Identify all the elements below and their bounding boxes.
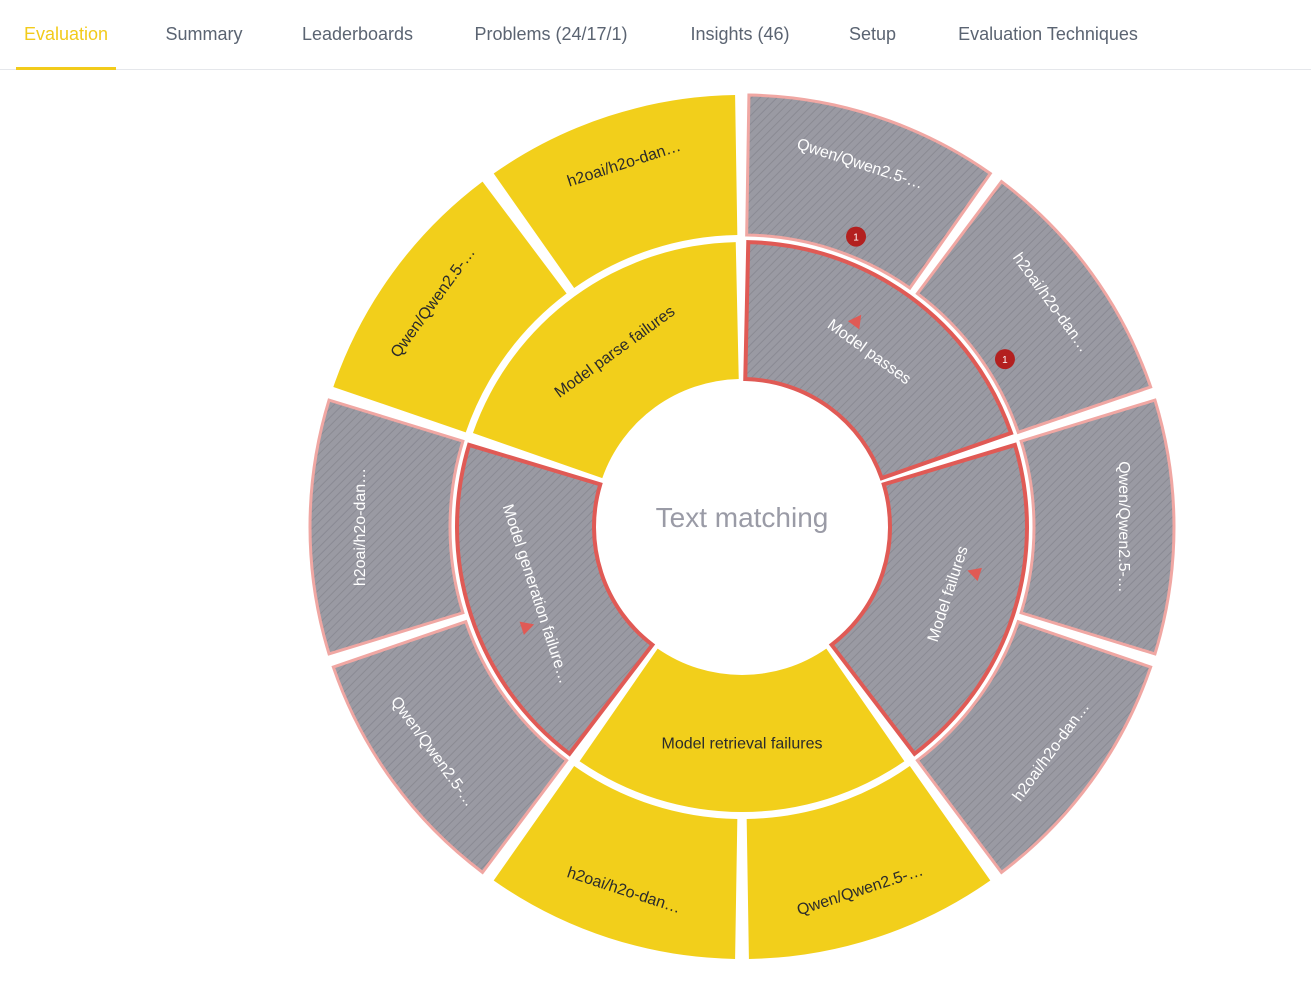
tab-bar: Evaluation Summary Leaderboards Problems… [0, 0, 1311, 70]
inner-segment[interactable] [743, 240, 1014, 481]
outer-segment[interactable] [746, 765, 991, 959]
tab-evaluation[interactable]: Evaluation [16, 0, 116, 70]
inner-segment[interactable] [828, 442, 1029, 757]
chart-center-title: Text matching [656, 502, 829, 533]
warning-icon [967, 567, 982, 582]
insight-badge-icon[interactable] [994, 349, 1015, 370]
outer-segment[interactable] [1019, 398, 1176, 656]
outer-segment[interactable] [915, 179, 1153, 435]
tab-insights[interactable]: Insights (46) [690, 24, 790, 44]
inner-segment[interactable] [455, 442, 656, 757]
warning-icon [519, 621, 535, 635]
outer-segment[interactable] [493, 95, 738, 289]
outer-segment[interactable] [493, 765, 738, 959]
insight-badge-icon[interactable] [846, 226, 867, 247]
outer-segment[interactable] [308, 398, 465, 656]
tab-summary[interactable]: Summary [165, 24, 243, 44]
outer-segment[interactable] [331, 619, 569, 875]
inner-segment[interactable] [472, 242, 739, 479]
tab-setup[interactable]: Setup [848, 24, 897, 44]
insight-badge-count: 1 [1002, 355, 1008, 366]
warning-icon [847, 314, 862, 330]
outer-segment[interactable] [333, 181, 567, 433]
tab-evaluation-techniques[interactable]: Evaluation Techniques [958, 24, 1138, 44]
tab-problems[interactable]: Problems (24/17/1) [474, 24, 628, 44]
outer-segment[interactable] [915, 619, 1153, 875]
outer-segment[interactable] [745, 93, 993, 291]
insight-badge-count: 1 [853, 233, 859, 244]
tab-leaderboards[interactable]: Leaderboards [301, 24, 414, 44]
inner-segment[interactable] [579, 648, 905, 812]
